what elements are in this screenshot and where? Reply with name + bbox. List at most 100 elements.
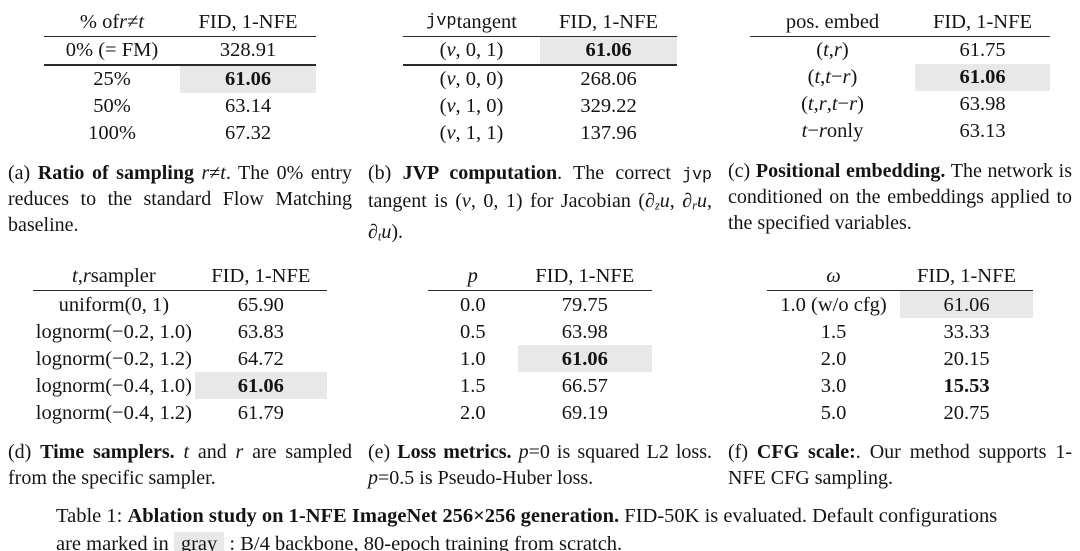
text-run: v: [446, 122, 456, 145]
gray-chip: gray: [173, 531, 225, 551]
fid-value-cell: 66.57: [561, 374, 608, 397]
text-run: 1.0 (w/o cfg): [780, 293, 887, 316]
text-run: −: [837, 93, 850, 116]
table-row: 2.0 69.19: [428, 399, 652, 426]
text-run: r: [119, 10, 128, 33]
fid-value-cell: 63.83: [237, 320, 284, 343]
text-run: r: [818, 120, 827, 143]
fid-value-cell: 137.96: [580, 122, 637, 145]
text-run: (: [801, 93, 808, 116]
text-run: (e): [368, 441, 398, 464]
text-run: r: [818, 93, 827, 116]
text-run: t: [807, 93, 814, 116]
subtable-e-panel: p FID, 1-NFE 0.0 79.75 0.5 63.98 1.0 61.06 1.5 66…: [360, 262, 720, 491]
row-label-cell: lognorm(−0.4, 1.2): [33, 399, 195, 426]
table-row: (v, 0, 1) 61.06: [403, 37, 677, 66]
table-row: 25% 61.06: [44, 66, 316, 93]
text-run: , 0, 0): [455, 68, 504, 91]
text-run: ≠: [209, 162, 221, 184]
fid-value-cell: 61.06: [915, 64, 1050, 91]
text-run: 100%: [88, 122, 136, 145]
fid-value-cell: 61.06: [180, 66, 316, 93]
row-label-cell: 25%: [44, 66, 180, 93]
text-run: Ratio of sampling: [37, 162, 202, 184]
table-row: (t, t − r) 61.06: [750, 64, 1050, 91]
column-header-label: pos. embed: [750, 8, 915, 36]
text-run: (d): [8, 441, 41, 464]
text-run: r: [235, 441, 244, 464]
row-label-cell: 5.0: [767, 399, 900, 426]
table-row: 100% 67.32: [44, 120, 316, 147]
column-header-fid: FID, 1-NFE: [558, 10, 659, 33]
fid-value-cell: 63.14: [224, 95, 272, 118]
text-run: FID-50K is evaluated. Default configurat…: [56, 505, 998, 551]
table-caption: Table 1: Ablation study on 1-NFE ImageNe…: [56, 503, 1008, 551]
text-run: r: [82, 265, 91, 288]
text-run: Time samplers.: [40, 441, 175, 464]
text-run: p: [518, 441, 529, 464]
text-run: t: [183, 441, 190, 464]
text-run: sampler: [90, 265, 156, 288]
column-header-label: p: [428, 262, 518, 290]
table-row: 1.0 (w/o cfg) 61.06: [767, 291, 1033, 319]
text-run: lognorm(−0.4, 1.2): [35, 401, 192, 424]
subtable-c-table: pos. embed FID, 1-NFE(t, r) 61.75(t, t − r) 6…: [750, 8, 1050, 145]
text-run: 25%: [93, 68, 131, 91]
table-row: t − r only 63.13: [750, 118, 1050, 145]
table-row: 5.0 20.75: [767, 399, 1033, 426]
row-label-cell: 1.5: [767, 318, 900, 345]
text-run: Table 1:: [56, 505, 128, 528]
text-run: −: [830, 66, 843, 89]
table-row: 3.0 15.53: [767, 372, 1033, 399]
text-run: , 1, 0): [455, 95, 504, 118]
text-run: ): [857, 93, 864, 116]
text-run: tangent: [456, 10, 517, 33]
row-label-cell: 1.0 (w/o cfg): [767, 291, 900, 318]
text-run: t: [825, 66, 831, 89]
text-run: % of: [79, 10, 120, 33]
header-row: p FID, 1-NFE: [428, 262, 652, 292]
row-label-cell: 0.0: [428, 291, 518, 318]
table-row: 0.0 79.75: [428, 291, 652, 318]
table-row: 0.5 63.98: [428, 318, 652, 345]
subtable-f-table: ω FID, 1-NFE 1.0 (w/o cfg) 61.06 1.5 33.33 2.0…: [767, 262, 1033, 426]
fid-value-cell: 15.53: [943, 374, 990, 397]
text-run: The network is conditioned on the embedd…: [728, 160, 1073, 234]
text-run: . The correct: [557, 162, 683, 184]
row-label-cell: 1.0: [428, 345, 518, 372]
row-label-cell: (t, r, t − r): [750, 91, 915, 118]
text-run: (c): [728, 160, 756, 182]
subtable-e-table: p FID, 1-NFE 0.0 79.75 0.5 63.98 1.0 61.06 1.5 66…: [428, 262, 652, 426]
row-label-cell: (v, 1, 0): [403, 93, 540, 120]
fid-value-cell: 61.06: [517, 345, 652, 373]
text-run: ): [841, 39, 849, 62]
text-run: v: [446, 39, 456, 62]
text-run: (: [439, 39, 447, 62]
row-label-cell: (v, 0, 1): [403, 37, 540, 64]
subtable-b-panel: jvp tangent FID, 1-NFE(v, 0, 1) 61.06(v, 0…: [360, 8, 720, 249]
text-run: lognorm(−0.2, 1.0): [35, 320, 192, 343]
text-run: =0 is squared L2 loss.: [528, 441, 712, 464]
row-label-cell: (t, r): [750, 37, 915, 64]
text-run: t: [814, 66, 821, 89]
text-run: JVP computation: [402, 162, 558, 184]
fid-value-cell: 63.13: [959, 120, 1006, 143]
text-run: (: [439, 122, 447, 145]
text-run: uniform(0, 1): [58, 293, 170, 316]
row-label-cell: (v, 1, 1): [403, 120, 540, 147]
subtable-d-panel: t, r sampler FID, 1-NFE uniform(0, 1) 65.90…: [0, 262, 360, 491]
text-run: 0% (= FM): [65, 39, 159, 62]
fid-value-cell: 268.06: [580, 68, 637, 91]
table-row: (v, 0, 0) 268.06: [403, 66, 677, 93]
row-label-cell: lognorm(−0.4, 1.0): [33, 372, 195, 399]
row-label-cell: lognorm(−0.2, 1.2): [33, 345, 195, 372]
text-run: . The 0% entry reduces to the standard F…: [8, 162, 352, 236]
fid-value-cell: 63.98: [959, 93, 1006, 116]
row-label-cell: 100%: [44, 120, 180, 147]
row-label-cell: 0% (= FM): [44, 37, 180, 64]
table-row: 1.0 61.06: [428, 345, 652, 373]
subtables-grid: % of r ≠ t FID, 1-NFE 0% (= FM) 328.91 25% 61.0…: [0, 8, 1073, 491]
table-row: (t, r) 61.75: [750, 37, 1050, 64]
row-label-cell: 1.5: [428, 372, 518, 399]
text-run: (: [807, 66, 815, 89]
